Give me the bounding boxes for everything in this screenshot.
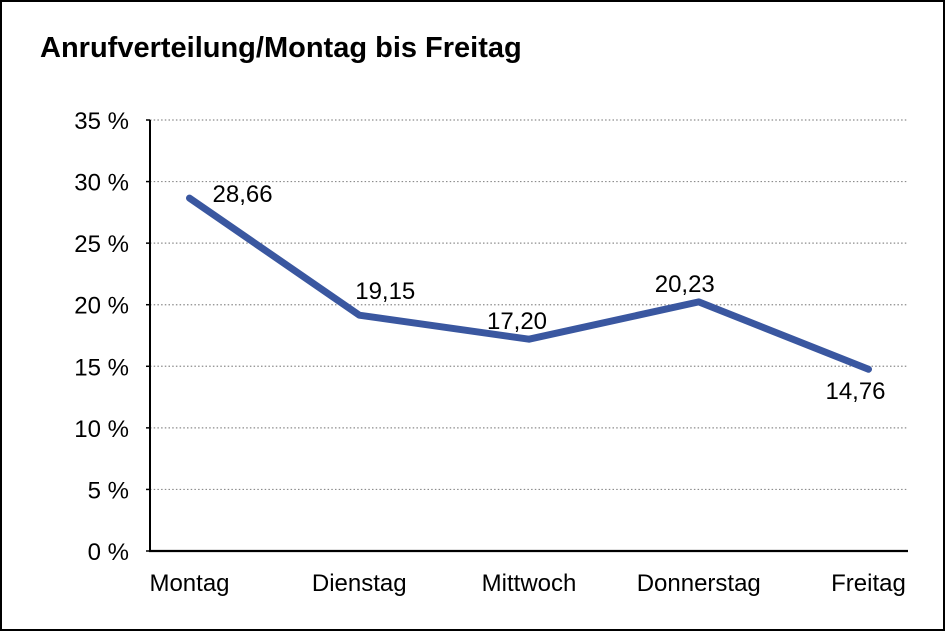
series-line [186, 194, 872, 373]
y-tick-label: 30 % [74, 170, 129, 197]
x-tick-label: Dienstag [312, 570, 407, 597]
x-tick-label: Freitag [831, 570, 906, 597]
y-tick-label: 25 % [74, 231, 129, 258]
y-tick-label: 20 % [74, 293, 129, 320]
y-tick-label: 10 % [74, 416, 129, 443]
y-tick-label: 5 % [88, 477, 129, 504]
data-point-label: 17,20 [487, 308, 547, 335]
x-tick-label: Mittwoch [482, 570, 577, 597]
data-point-label: 14,76 [825, 378, 885, 405]
data-point-label: 20,23 [655, 271, 715, 298]
y-tick-label: 35 % [74, 108, 129, 135]
data-point-label: 28,66 [213, 181, 273, 208]
x-tick-label: Montag [149, 570, 229, 597]
chart-title: Anrufverteilung/Montag bis Freitag [40, 32, 522, 64]
x-tick-label: Donnerstag [637, 570, 761, 597]
y-tick-label: 0 % [88, 539, 129, 566]
data-point-label: 19,15 [355, 278, 415, 305]
y-tick-label: 15 % [74, 354, 129, 381]
